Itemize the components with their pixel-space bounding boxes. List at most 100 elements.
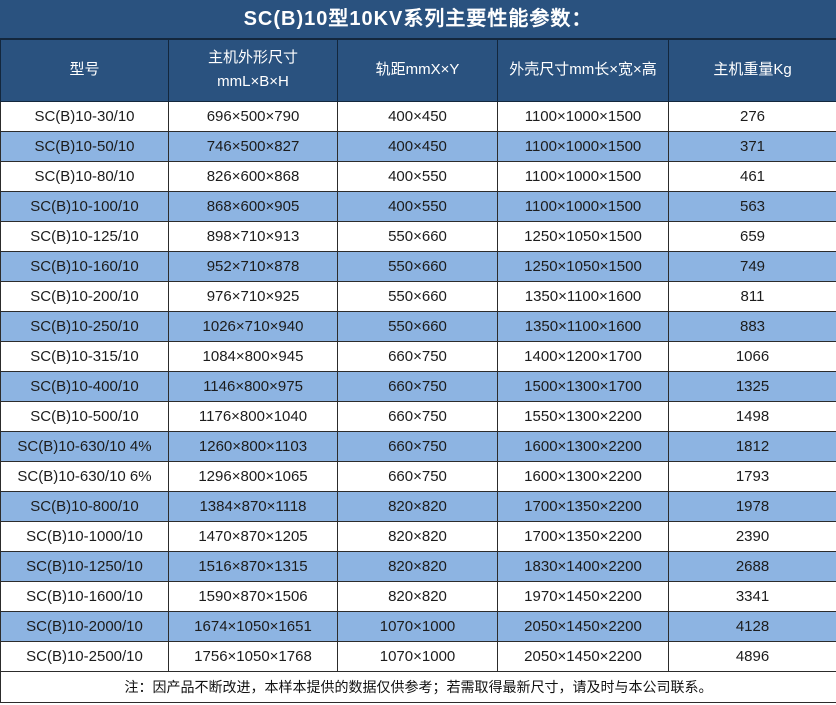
cell-host-dimensions: 826×600×868 [168,160,338,192]
cell-shell-dimensions: 1400×1200×1700 [497,340,669,372]
cell-rail-gauge: 1070×1000 [337,610,498,642]
cell-rail-gauge: 400×450 [337,100,498,132]
table-row: SC(B)10-160/10 952×710×878 550×660 1250×105… [0,250,836,282]
table-body: SC(B)10-30/10 696×500×790 400×450 1100×1000… [0,100,836,672]
cell-host-dimensions: 1260×800×1103 [168,430,338,462]
cell-shell-dimensions: 1100×1000×1500 [497,130,669,162]
cell-weight: 2390 [668,520,836,552]
footer-row: 注：因产品不断改进，本样本提供的数据仅供参考；若需取得最新尺寸，请及时与本公司联… [0,670,836,703]
cell-rail-gauge: 820×820 [337,490,498,522]
cell-rail-gauge: 660×750 [337,460,498,492]
cell-weight: 1793 [668,460,836,492]
cell-weight: 371 [668,130,836,162]
cell-host-dimensions: 746×500×827 [168,130,338,162]
cell-host-dimensions: 898×710×913 [168,220,338,252]
cell-model: SC(B)10-630/10 6% [0,460,169,492]
cell-host-dimensions: 1176×800×1040 [168,400,338,432]
table-row: SC(B)10-800/10 1384×870×1118 820×820 1700×1… [0,490,836,522]
cell-weight: 563 [668,190,836,222]
table-row: SC(B)10-125/10 898×710×913 550×660 1250×105… [0,220,836,252]
cell-weight: 276 [668,100,836,132]
cell-model: SC(B)10-250/10 [0,310,169,342]
cell-host-dimensions: 1026×710×940 [168,310,338,342]
cell-weight: 1978 [668,490,836,522]
cell-shell-dimensions: 2050×1450×2200 [497,610,669,642]
cell-model: SC(B)10-800/10 [0,490,169,522]
col-header-shell-dimensions-label: 外壳尺寸mm长×宽×高 [509,61,657,79]
cell-host-dimensions: 1084×800×945 [168,340,338,372]
footer-note: 注：因产品不断改进，本样本提供的数据仅供参考；若需取得最新尺寸，请及时与本公司联… [0,670,836,703]
cell-model: SC(B)10-400/10 [0,370,169,402]
cell-model: SC(B)10-30/10 [0,100,169,132]
cell-rail-gauge: 550×660 [337,310,498,342]
col-header-rail-gauge: 轨距mmX×Y [337,40,498,102]
cell-model: SC(B)10-315/10 [0,340,169,372]
col-header-model-label: 型号 [69,61,100,79]
table-row: SC(B)10-1000/10 1470×870×1205 820×820 1700×… [0,520,836,552]
cell-shell-dimensions: 2050×1450×2200 [497,640,669,672]
cell-rail-gauge: 550×660 [337,250,498,282]
col-header-host-dimensions-line1: 主机外形尺寸 [207,49,298,67]
col-header-weight: 主机重量Kg [668,40,836,102]
cell-rail-gauge: 820×820 [337,580,498,612]
col-header-shell-dimensions: 外壳尺寸mm长×宽×高 [497,40,669,102]
cell-weight: 3341 [668,580,836,612]
cell-host-dimensions: 1470×870×1205 [168,520,338,552]
cell-model: SC(B)10-2500/10 [0,640,169,672]
table-row: SC(B)10-50/10 746×500×827 400×450 1100×1000… [0,130,836,162]
table-row: SC(B)10-2000/10 1674×1050×1651 1070×1000 20… [0,610,836,642]
cell-rail-gauge: 660×750 [337,370,498,402]
col-header-weight-label: 主机重量Kg [713,61,792,79]
cell-weight: 1066 [668,340,836,372]
cell-shell-dimensions: 1550×1300×2200 [497,400,669,432]
cell-host-dimensions: 1590×870×1506 [168,580,338,612]
cell-shell-dimensions: 1350×1100×1600 [497,310,669,342]
cell-model: SC(B)10-50/10 [0,130,169,162]
cell-host-dimensions: 868×600×905 [168,190,338,222]
table-row: SC(B)10-315/10 1084×800×945 660×750 1400×12… [0,340,836,372]
table-header: 型号 主机外形尺寸 mmL×B×H 轨距mmX×Y 外壳尺寸mm长×宽×高 主机… [0,40,836,102]
cell-host-dimensions: 1756×1050×1768 [168,640,338,672]
cell-weight: 811 [668,280,836,312]
cell-weight: 4896 [668,640,836,672]
col-header-host-dimensions-line2: mmL×B×H [217,73,289,91]
cell-model: SC(B)10-630/10 4% [0,430,169,462]
cell-shell-dimensions: 1700×1350×2200 [497,490,669,522]
cell-shell-dimensions: 1500×1300×1700 [497,370,669,402]
col-header-rail-gauge-label: 轨距mmX×Y [375,61,460,79]
cell-rail-gauge: 660×750 [337,430,498,462]
col-header-host-dimensions: 主机外形尺寸 mmL×B×H [168,40,338,102]
table-row: SC(B)10-100/10 868×600×905 400×550 1100×100… [0,190,836,222]
cell-host-dimensions: 1516×870×1315 [168,550,338,582]
cell-host-dimensions: 696×500×790 [168,100,338,132]
cell-host-dimensions: 1384×870×1118 [168,490,338,522]
cell-model: SC(B)10-125/10 [0,220,169,252]
cell-rail-gauge: 1070×1000 [337,640,498,672]
cell-shell-dimensions: 1600×1300×2200 [497,430,669,462]
cell-shell-dimensions: 1830×1400×2200 [497,550,669,582]
cell-weight: 1498 [668,400,836,432]
cell-model: SC(B)10-200/10 [0,280,169,312]
table-row: SC(B)10-500/10 1176×800×1040 660×750 1550×1… [0,400,836,432]
cell-host-dimensions: 976×710×925 [168,280,338,312]
cell-rail-gauge: 660×750 [337,340,498,372]
cell-model: SC(B)10-1000/10 [0,520,169,552]
cell-host-dimensions: 952×710×878 [168,250,338,282]
cell-shell-dimensions: 1700×1350×2200 [497,520,669,552]
col-header-model: 型号 [0,40,169,102]
cell-rail-gauge: 820×820 [337,520,498,552]
table-row: SC(B)10-200/10 976×710×925 550×660 1350×110… [0,280,836,312]
cell-shell-dimensions: 1250×1050×1500 [497,220,669,252]
cell-model: SC(B)10-1250/10 [0,550,169,582]
table-row: SC(B)10-1250/10 1516×870×1315 820×820 1830×… [0,550,836,582]
cell-shell-dimensions: 1970×1450×2200 [497,580,669,612]
cell-shell-dimensions: 1250×1050×1500 [497,250,669,282]
cell-host-dimensions: 1146×800×975 [168,370,338,402]
cell-weight: 461 [668,160,836,192]
cell-shell-dimensions: 1350×1100×1600 [497,280,669,312]
cell-model: SC(B)10-1600/10 [0,580,169,612]
table-row: SC(B)10-630/10 4% 1260×800×1103 660×750 160… [0,430,836,462]
cell-rail-gauge: 550×660 [337,220,498,252]
cell-host-dimensions: 1296×800×1065 [168,460,338,492]
